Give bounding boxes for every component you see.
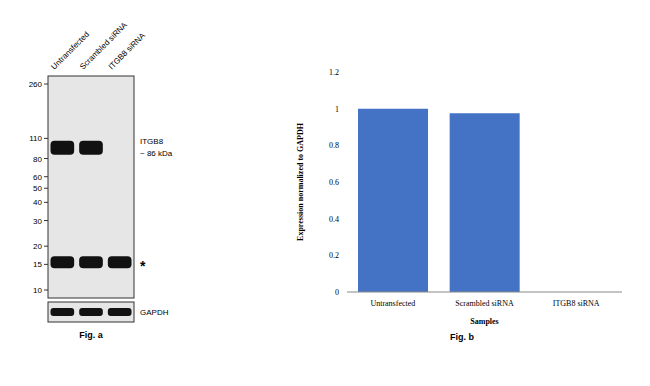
svg-text:Untransfected: Untransfected <box>370 299 415 308</box>
svg-text:20: 20 <box>33 242 42 251</box>
svg-text:ITGB8: ITGB8 <box>140 137 164 146</box>
svg-text:110: 110 <box>29 134 42 143</box>
svg-text:Scrambled siRNA: Scrambled siRNA <box>78 20 129 71</box>
svg-text:GAPDH: GAPDH <box>140 308 169 317</box>
svg-text:Samples: Samples <box>470 317 498 326</box>
svg-text:Fig. a: Fig. a <box>79 330 103 340</box>
svg-text:~ 86 kDa: ~ 86 kDa <box>140 149 173 158</box>
svg-text:ITGB8 siRNA: ITGB8 siRNA <box>107 31 148 72</box>
svg-text:0.8: 0.8 <box>329 141 339 150</box>
svg-text:40: 40 <box>33 198 42 207</box>
svg-text:50: 50 <box>33 184 42 193</box>
svg-text:0.2: 0.2 <box>329 251 339 260</box>
svg-text:Untransfected: Untransfected <box>49 29 91 72</box>
svg-text:60: 60 <box>33 173 42 182</box>
svg-text:*: * <box>140 258 146 274</box>
svg-text:ITGB8 siRNA: ITGB8 siRNA <box>553 299 600 308</box>
svg-text:Scrambled siRNA: Scrambled siRNA <box>455 299 514 308</box>
svg-text:1: 1 <box>335 105 339 114</box>
svg-text:15: 15 <box>33 260 42 269</box>
svg-text:30: 30 <box>33 217 42 226</box>
html-text:Fig. b: Fig. b <box>450 332 474 342</box>
svg-text:1.2: 1.2 <box>329 68 339 77</box>
svg-text:0.6: 0.6 <box>329 178 339 187</box>
svg-text:0: 0 <box>335 288 339 297</box>
svg-text:Expression normalized to GAPDH: Expression normalized to GAPDH <box>296 122 305 241</box>
svg-text:80: 80 <box>33 155 42 164</box>
svg-text:260: 260 <box>29 80 43 89</box>
svg-text:0.4: 0.4 <box>329 215 339 224</box>
svg-text:10: 10 <box>33 286 42 295</box>
